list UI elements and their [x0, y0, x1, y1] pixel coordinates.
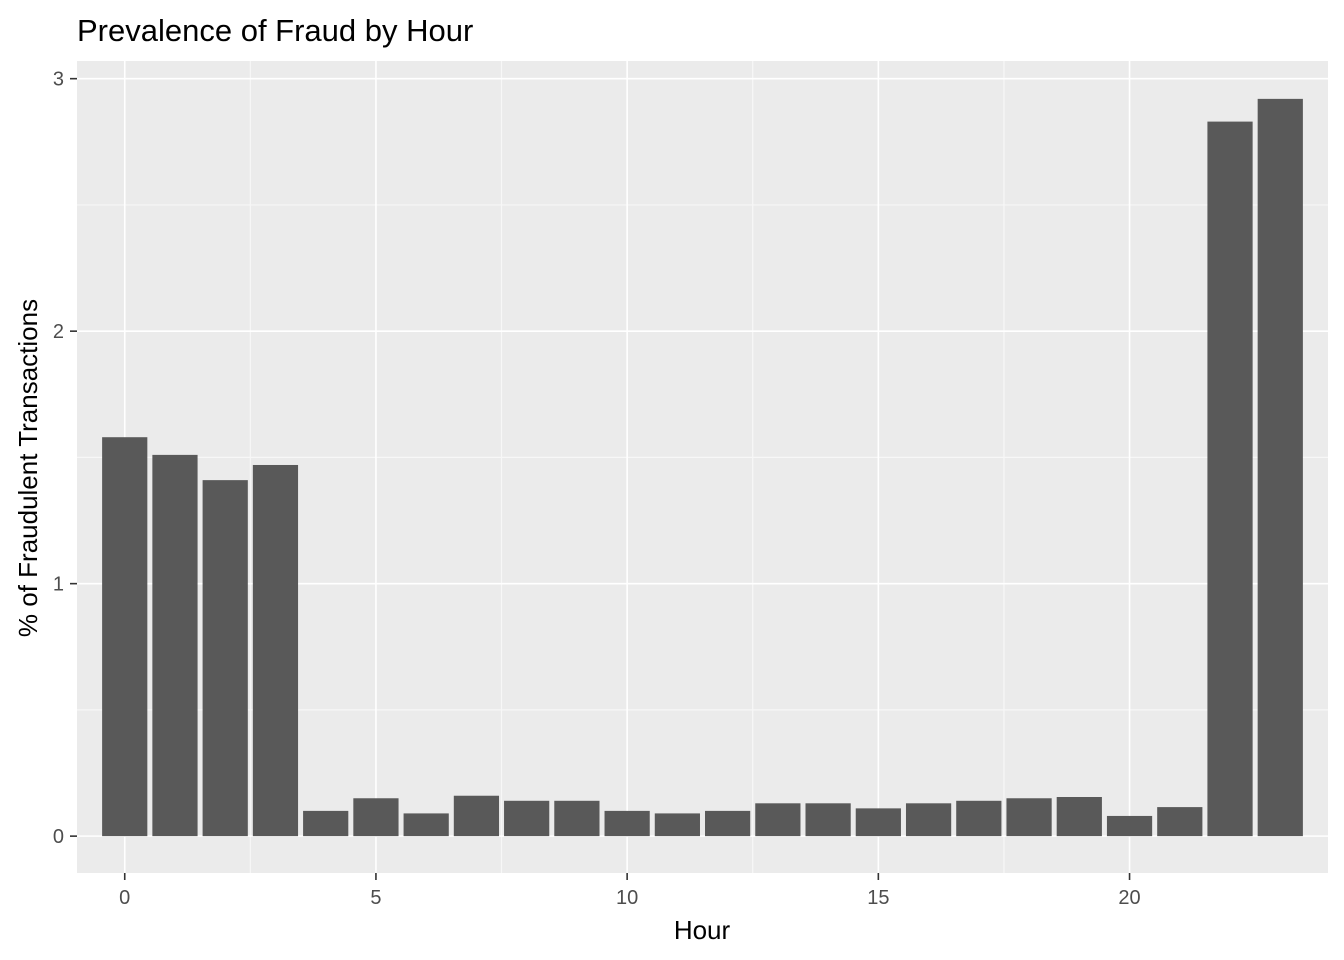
x-axis: 0 5 10 15 20 — [119, 873, 1141, 909]
bar-hour-13 — [755, 803, 801, 837]
bar-hour-23 — [1257, 98, 1303, 837]
bar-hour-0 — [102, 437, 148, 837]
y-tick-label: 3 — [53, 69, 64, 91]
bar-hour-3 — [252, 464, 299, 837]
bar-hour-7 — [453, 795, 500, 837]
bar-hour-4 — [303, 810, 349, 837]
x-tick-label: 0 — [119, 887, 130, 909]
bars — [102, 98, 1303, 837]
y-tick-label: 1 — [53, 574, 64, 596]
x-tick-label: 5 — [370, 887, 381, 909]
y-axis-title: % of Fraudulent Transactions — [13, 299, 43, 637]
x-tick-label: 10 — [616, 887, 638, 909]
x-tick-label: 20 — [1118, 887, 1140, 909]
bar-hour-21 — [1157, 807, 1203, 837]
bar-hour-8 — [504, 800, 550, 837]
bar-hour-10 — [604, 810, 650, 837]
y-tick-label: 2 — [53, 321, 64, 343]
bar-hour-1 — [152, 454, 198, 837]
bar-hour-6 — [403, 813, 449, 837]
bar-hour-12 — [705, 810, 751, 837]
minor-gridlines — [77, 61, 1328, 873]
chart-title: Prevalence of Fraud by Hour — [77, 13, 473, 48]
bar-hour-11 — [654, 813, 700, 837]
y-tick-label: 0 — [53, 826, 64, 848]
bar-hour-18 — [1006, 798, 1052, 837]
y-axis: 0 1 2 3 — [53, 69, 77, 848]
bar-hour-16 — [905, 803, 952, 837]
bar-hour-22 — [1207, 121, 1253, 837]
x-tick-label: 15 — [867, 887, 889, 909]
bar-hour-20 — [1106, 815, 1153, 837]
bar-hour-15 — [855, 808, 901, 837]
bar-hour-19 — [1056, 797, 1102, 837]
bar-hour-14 — [805, 803, 851, 837]
bar-hour-2 — [202, 480, 248, 837]
x-axis-title: Hour — [674, 915, 731, 945]
bar-hour-17 — [956, 800, 1002, 837]
major-gridlines — [77, 61, 1328, 873]
bar-hour-9 — [554, 800, 600, 837]
bar-hour-5 — [353, 798, 399, 837]
